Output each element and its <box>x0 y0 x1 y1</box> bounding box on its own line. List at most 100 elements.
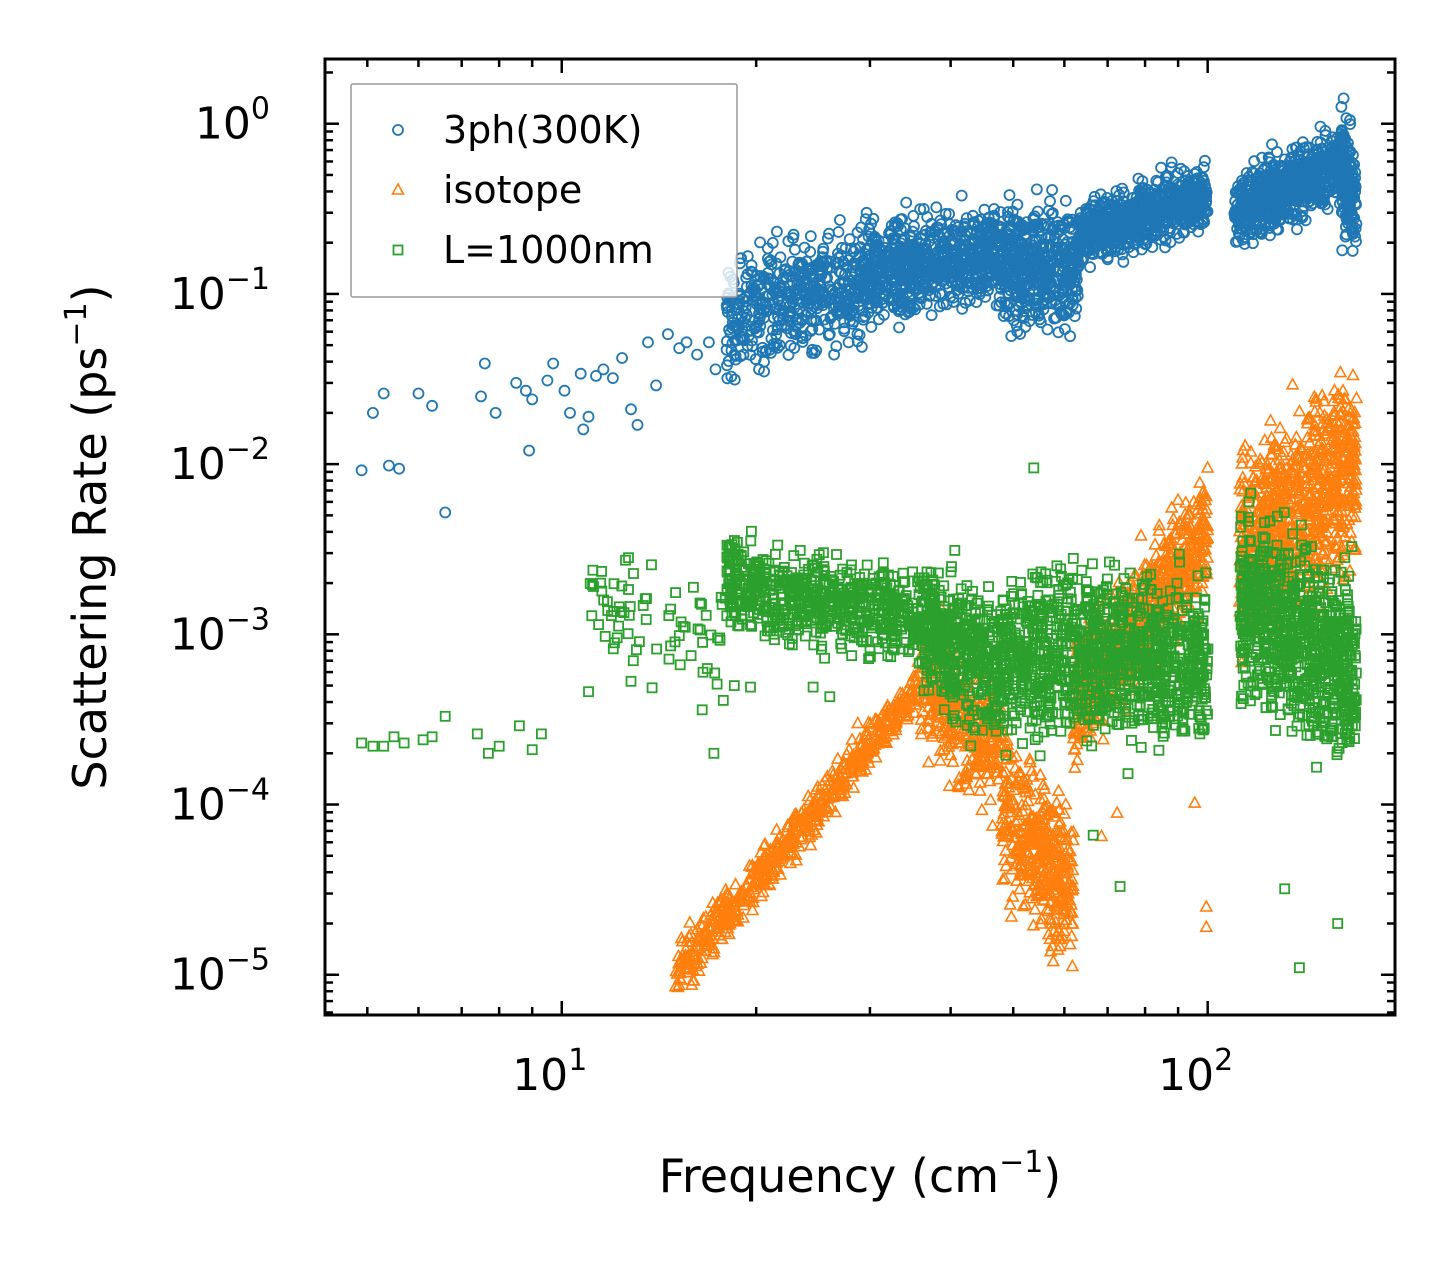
data-point <box>1192 225 1205 238</box>
data-point <box>982 211 995 224</box>
data-point <box>937 246 950 259</box>
data-point <box>1015 292 1028 305</box>
data-point <box>733 320 745 333</box>
data-point <box>1109 234 1121 247</box>
data-point <box>1138 197 1151 210</box>
data-point <box>902 306 915 319</box>
data-point <box>907 239 920 252</box>
data-point <box>1028 220 1041 232</box>
data-point <box>731 334 744 347</box>
data-point <box>999 307 1012 320</box>
data-point <box>1071 284 1084 297</box>
data-point <box>1035 316 1047 329</box>
data-point <box>1101 191 1113 204</box>
data-point <box>896 295 909 308</box>
data-point <box>1017 259 1029 272</box>
data-point <box>749 321 761 334</box>
data-point <box>949 219 962 232</box>
data-point <box>865 259 878 272</box>
data-point <box>1139 238 1152 251</box>
data-point <box>1044 195 1056 208</box>
data-point <box>937 298 950 310</box>
data-point <box>828 348 840 361</box>
data-point <box>924 250 937 263</box>
data-point <box>957 281 970 294</box>
data-point <box>786 270 798 283</box>
data-point <box>794 271 806 284</box>
data-point <box>732 301 745 314</box>
data-point <box>819 272 832 285</box>
data-point <box>1079 236 1092 248</box>
data-point <box>992 274 1004 287</box>
data-point <box>851 328 864 340</box>
data-point <box>1173 231 1186 244</box>
data-point <box>740 308 753 321</box>
data-point <box>746 293 759 306</box>
data-point <box>1182 178 1195 191</box>
data-point <box>1038 246 1051 259</box>
data-point <box>1011 198 1024 211</box>
data-point <box>787 232 799 245</box>
data-point <box>721 306 734 318</box>
data-point <box>1007 282 1019 295</box>
data-point <box>941 225 954 238</box>
data-point <box>1127 227 1140 240</box>
data-point <box>968 273 981 286</box>
data-point <box>959 296 972 309</box>
data-point <box>1200 195 1213 208</box>
data-point <box>771 225 783 238</box>
data-point <box>783 307 795 319</box>
data-point <box>868 244 881 257</box>
data-point <box>1136 182 1148 195</box>
data-point <box>897 234 910 247</box>
data-point <box>1051 273 1064 286</box>
data-point <box>921 211 934 223</box>
data-point <box>980 243 993 255</box>
data-point <box>872 281 884 294</box>
data-point <box>775 319 788 332</box>
data-point <box>860 206 873 219</box>
data-point <box>800 263 813 276</box>
data-point <box>930 201 943 214</box>
data-point <box>1046 207 1059 220</box>
data-point <box>1037 297 1050 309</box>
data-point <box>1072 261 1085 274</box>
data-point <box>968 216 980 229</box>
data-point <box>1068 310 1081 323</box>
data-point <box>757 270 770 283</box>
data-point <box>879 267 892 279</box>
data-point <box>799 309 812 321</box>
data-point <box>844 293 857 305</box>
data-point <box>970 296 983 309</box>
data-point <box>900 196 913 209</box>
data-point <box>997 310 1010 323</box>
data-point <box>902 291 915 304</box>
data-point <box>804 325 817 337</box>
data-point <box>804 230 817 243</box>
data-point <box>783 285 796 298</box>
data-point <box>728 373 741 386</box>
data-point <box>1197 188 1210 201</box>
data-point <box>809 288 821 301</box>
data-point <box>729 349 742 362</box>
data-point <box>1064 330 1076 343</box>
data-point <box>1084 210 1096 223</box>
data-point <box>865 321 878 333</box>
data-point <box>843 307 856 320</box>
data-point <box>943 208 955 220</box>
data-point <box>744 348 757 361</box>
data-point <box>806 323 819 336</box>
data-point <box>947 291 960 304</box>
data-point <box>1195 172 1208 185</box>
data-point <box>745 259 758 272</box>
data-point <box>1017 268 1030 281</box>
data-point <box>854 241 867 254</box>
data-point <box>821 232 834 245</box>
data-point <box>1159 234 1172 247</box>
data-point <box>925 309 938 322</box>
data-point <box>963 264 976 277</box>
data-point <box>789 320 802 333</box>
data-point <box>842 279 854 292</box>
data-point <box>1045 208 1058 221</box>
data-point <box>1085 199 1098 212</box>
